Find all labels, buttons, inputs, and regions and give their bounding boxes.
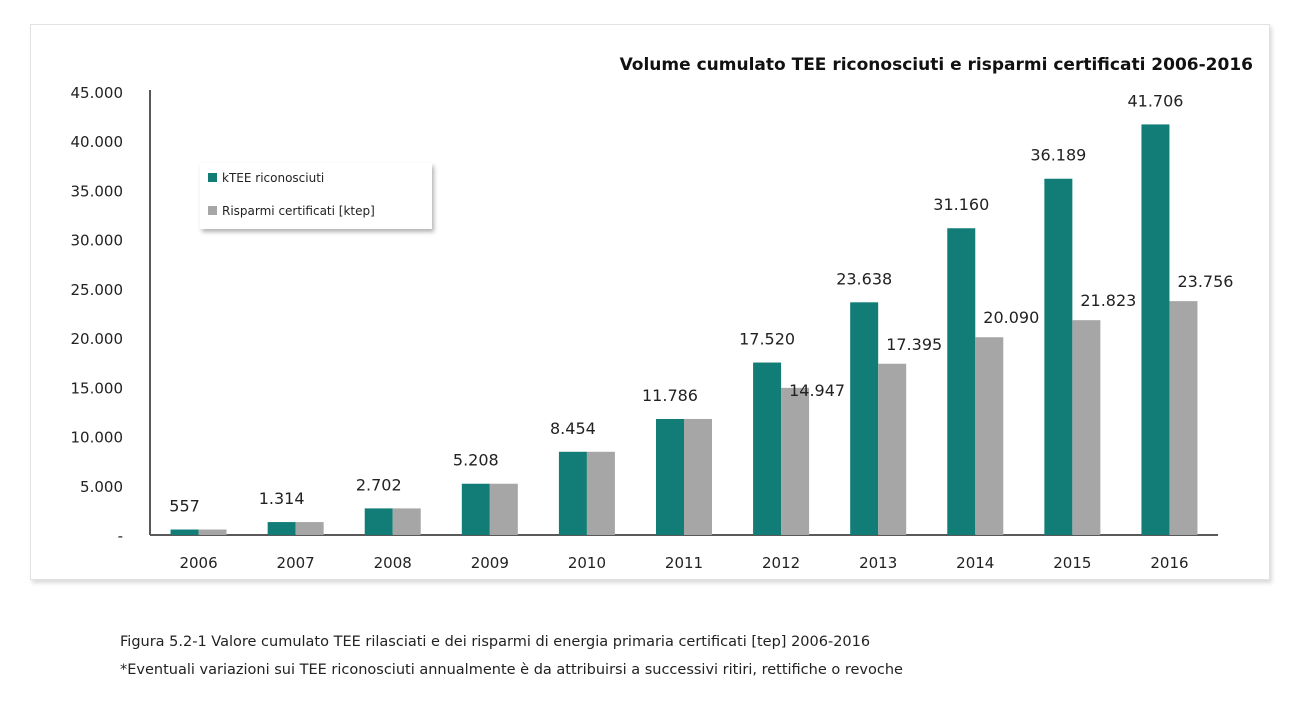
y-tick-label: 35.000: [71, 182, 124, 200]
bar-ktee: [461, 483, 490, 535]
bar-risparmi: [392, 508, 421, 535]
bar-ktee: [850, 302, 879, 535]
x-tick-label: 2010: [568, 554, 606, 572]
x-tick-label: 2016: [1150, 554, 1188, 572]
x-tick-label: 2007: [277, 554, 315, 572]
bar-risparmi: [586, 451, 615, 535]
chart-title: Volume cumulato TEE riconosciuti e rispa…: [620, 55, 1253, 75]
data-label-ktee: 1.314: [259, 489, 305, 508]
bar-ktee: [267, 522, 296, 535]
y-tick-label: 30.000: [71, 232, 124, 250]
x-tick-label: 2008: [374, 554, 412, 572]
data-label-ktee: 5.208: [453, 451, 499, 470]
y-tick-label: 5.000: [80, 478, 123, 496]
data-label-risparmi: 23.756: [1177, 272, 1233, 291]
bar-ktee: [947, 228, 976, 535]
bar-chart: Volume cumulato TEE riconosciuti e rispa…: [71, 55, 1254, 572]
x-tick-label: 2012: [762, 554, 800, 572]
bar-risparmi: [198, 529, 227, 535]
y-tick-label: 40.000: [71, 133, 124, 151]
bar-risparmi: [975, 337, 1004, 535]
x-tick-label: 2011: [665, 554, 703, 572]
data-label-ktee: 23.638: [836, 269, 892, 288]
legend-label-ktee: kTEE riconosciuti: [222, 171, 324, 185]
bar-ktee: [364, 508, 393, 535]
legend-swatch-risparmi: [208, 206, 217, 215]
bar-ktee: [558, 451, 587, 535]
data-label-risparmi: 21.823: [1080, 291, 1136, 310]
bar-risparmi: [878, 363, 907, 535]
bar-risparmi: [489, 483, 518, 535]
data-label-ktee: 11.786: [642, 386, 698, 405]
bar-ktee: [170, 529, 199, 535]
data-label-ktee: 8.454: [550, 419, 596, 438]
bar-risparmi: [295, 522, 324, 535]
bar-risparmi: [1169, 301, 1198, 535]
x-tick-label: 2013: [859, 554, 897, 572]
figure-caption: Figura 5.2-1 Valore cumulato TEE rilasci…: [120, 634, 871, 650]
bar-ktee: [1044, 178, 1073, 536]
x-tick-label: 2015: [1053, 554, 1091, 572]
x-tick-label: 2014: [956, 554, 994, 572]
y-tick-label: 20.000: [71, 330, 124, 348]
legend: kTEE riconosciuti Risparmi certificati […: [200, 163, 432, 229]
bar-risparmi: [781, 387, 810, 535]
y-tick-label: 15.000: [71, 379, 124, 397]
x-tick-label: 2006: [179, 554, 217, 572]
bar-risparmi: [1072, 320, 1101, 535]
data-label-ktee: 36.189: [1030, 146, 1086, 165]
y-tick-label: 25.000: [71, 281, 124, 299]
data-label-ktee: 17.520: [739, 330, 795, 349]
bar-ktee: [1141, 124, 1170, 535]
y-tick-label: -: [118, 527, 123, 545]
legend-swatch-ktee: [208, 173, 217, 182]
bar-ktee: [656, 418, 684, 535]
data-label-ktee: 41.706: [1127, 91, 1183, 110]
legend-label-risparmi: Risparmi certificati [ktep]: [222, 204, 375, 218]
bar-risparmi: [684, 418, 712, 535]
data-label-ktee: 31.160: [933, 195, 989, 214]
data-label-ktee: 557: [169, 497, 200, 516]
x-tick-label: 2009: [471, 554, 509, 572]
data-label-risparmi: 20.090: [983, 308, 1039, 327]
y-tick-label: 45.000: [71, 84, 124, 102]
bar-ktee: [753, 362, 782, 535]
data-label-risparmi: 14.947: [789, 381, 845, 400]
data-label-ktee: 2.702: [356, 475, 402, 494]
y-tick-label: 10.000: [71, 429, 124, 447]
figure-footnote: *Eventuali variazioni sui TEE riconosciu…: [120, 662, 903, 678]
data-label-risparmi: 17.395: [886, 335, 942, 354]
